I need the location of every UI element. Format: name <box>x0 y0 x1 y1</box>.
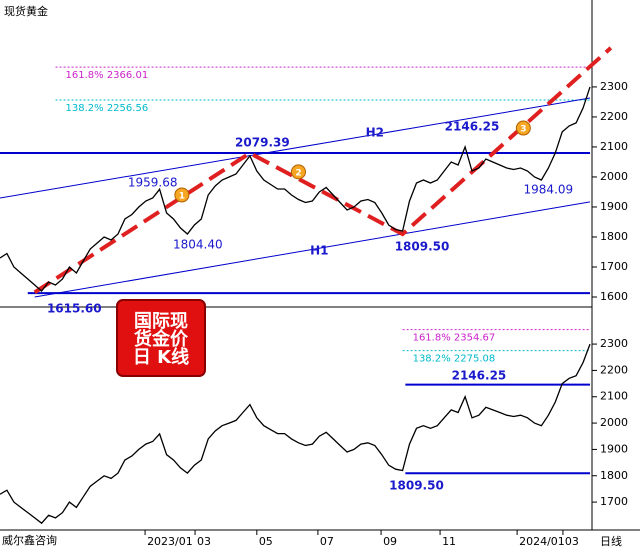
x-tick-label: 07 <box>320 535 334 548</box>
wave-marker <box>290 164 306 180</box>
x-tick-label: 05 <box>259 535 273 548</box>
badge-box <box>116 299 206 377</box>
badge-text: 国际现 <box>134 311 188 332</box>
x-tick-label: 2024/01 <box>519 535 565 548</box>
y-tick-label: 1900 <box>600 442 628 455</box>
annotation: 2146.25 <box>452 369 507 383</box>
fib-label: 161.8% 2366.01 <box>66 70 149 81</box>
fib-label: 161.8% 2354.67 <box>413 333 496 344</box>
y-tick-label: 1700 <box>600 260 628 273</box>
trend-line <box>0 97 591 199</box>
annotation: H1 <box>310 244 328 258</box>
trend-line <box>33 46 613 294</box>
fib-label: 138.2% 2275.08 <box>413 354 496 365</box>
chart-title: 现货黄金 <box>4 4 48 18</box>
source: 威尔鑫咨询 <box>2 533 57 547</box>
badge: 国际现 货金价 日 K线 <box>116 299 206 377</box>
wave-label: 2 <box>295 168 301 178</box>
y-tick-label: 2100 <box>600 390 628 403</box>
annotation: 1984.09 <box>524 182 574 196</box>
y-tick-label: 2300 <box>600 337 628 350</box>
annotation: 1809.50 <box>389 479 444 493</box>
wave-label: 1 <box>179 191 185 201</box>
annotation: 1615.60 <box>47 302 102 316</box>
annotation: 2079.39 <box>235 136 290 150</box>
y-tick-label: 1700 <box>600 495 628 508</box>
annotation: 2146.25 <box>445 119 500 133</box>
y-tick-label: 1800 <box>600 469 628 482</box>
annotation: 1809.50 <box>395 239 450 253</box>
y-tick-label: 2200 <box>600 110 628 123</box>
x-tick-label: 2023/01 <box>147 535 193 548</box>
annotation: 1959.68 <box>128 175 178 189</box>
y-tick-label: 2200 <box>600 363 628 376</box>
wave-marker <box>174 187 190 203</box>
annotation: 1804.40 <box>173 238 223 252</box>
x-axis-label: 日线 <box>600 534 622 548</box>
x-tick-label: 11 <box>442 535 456 548</box>
y-tick-label: 2000 <box>600 170 628 183</box>
badge-text: 日 K线 <box>133 346 189 368</box>
y-tick-label: 1600 <box>600 290 628 303</box>
y-tick-label: 2100 <box>600 140 628 153</box>
price-line <box>0 86 591 292</box>
trend-line <box>34 201 591 298</box>
badge-text: 货金价 <box>134 328 189 350</box>
y-tick-label: 2000 <box>600 416 628 429</box>
price-line <box>0 343 591 525</box>
y-tick-label: 2300 <box>600 80 628 93</box>
wave-marker <box>515 120 531 136</box>
x-tick-label: 09 <box>383 535 397 548</box>
x-tick-label: 03 <box>565 535 579 548</box>
y-tick-label: 1900 <box>600 200 628 213</box>
wave-label: 3 <box>520 125 526 135</box>
x-tick-label: 03 <box>197 535 211 548</box>
y-tick-label: 1800 <box>600 230 628 243</box>
fib-label: 138.2% 2256.56 <box>66 103 149 114</box>
annotation: H2 <box>366 125 384 139</box>
